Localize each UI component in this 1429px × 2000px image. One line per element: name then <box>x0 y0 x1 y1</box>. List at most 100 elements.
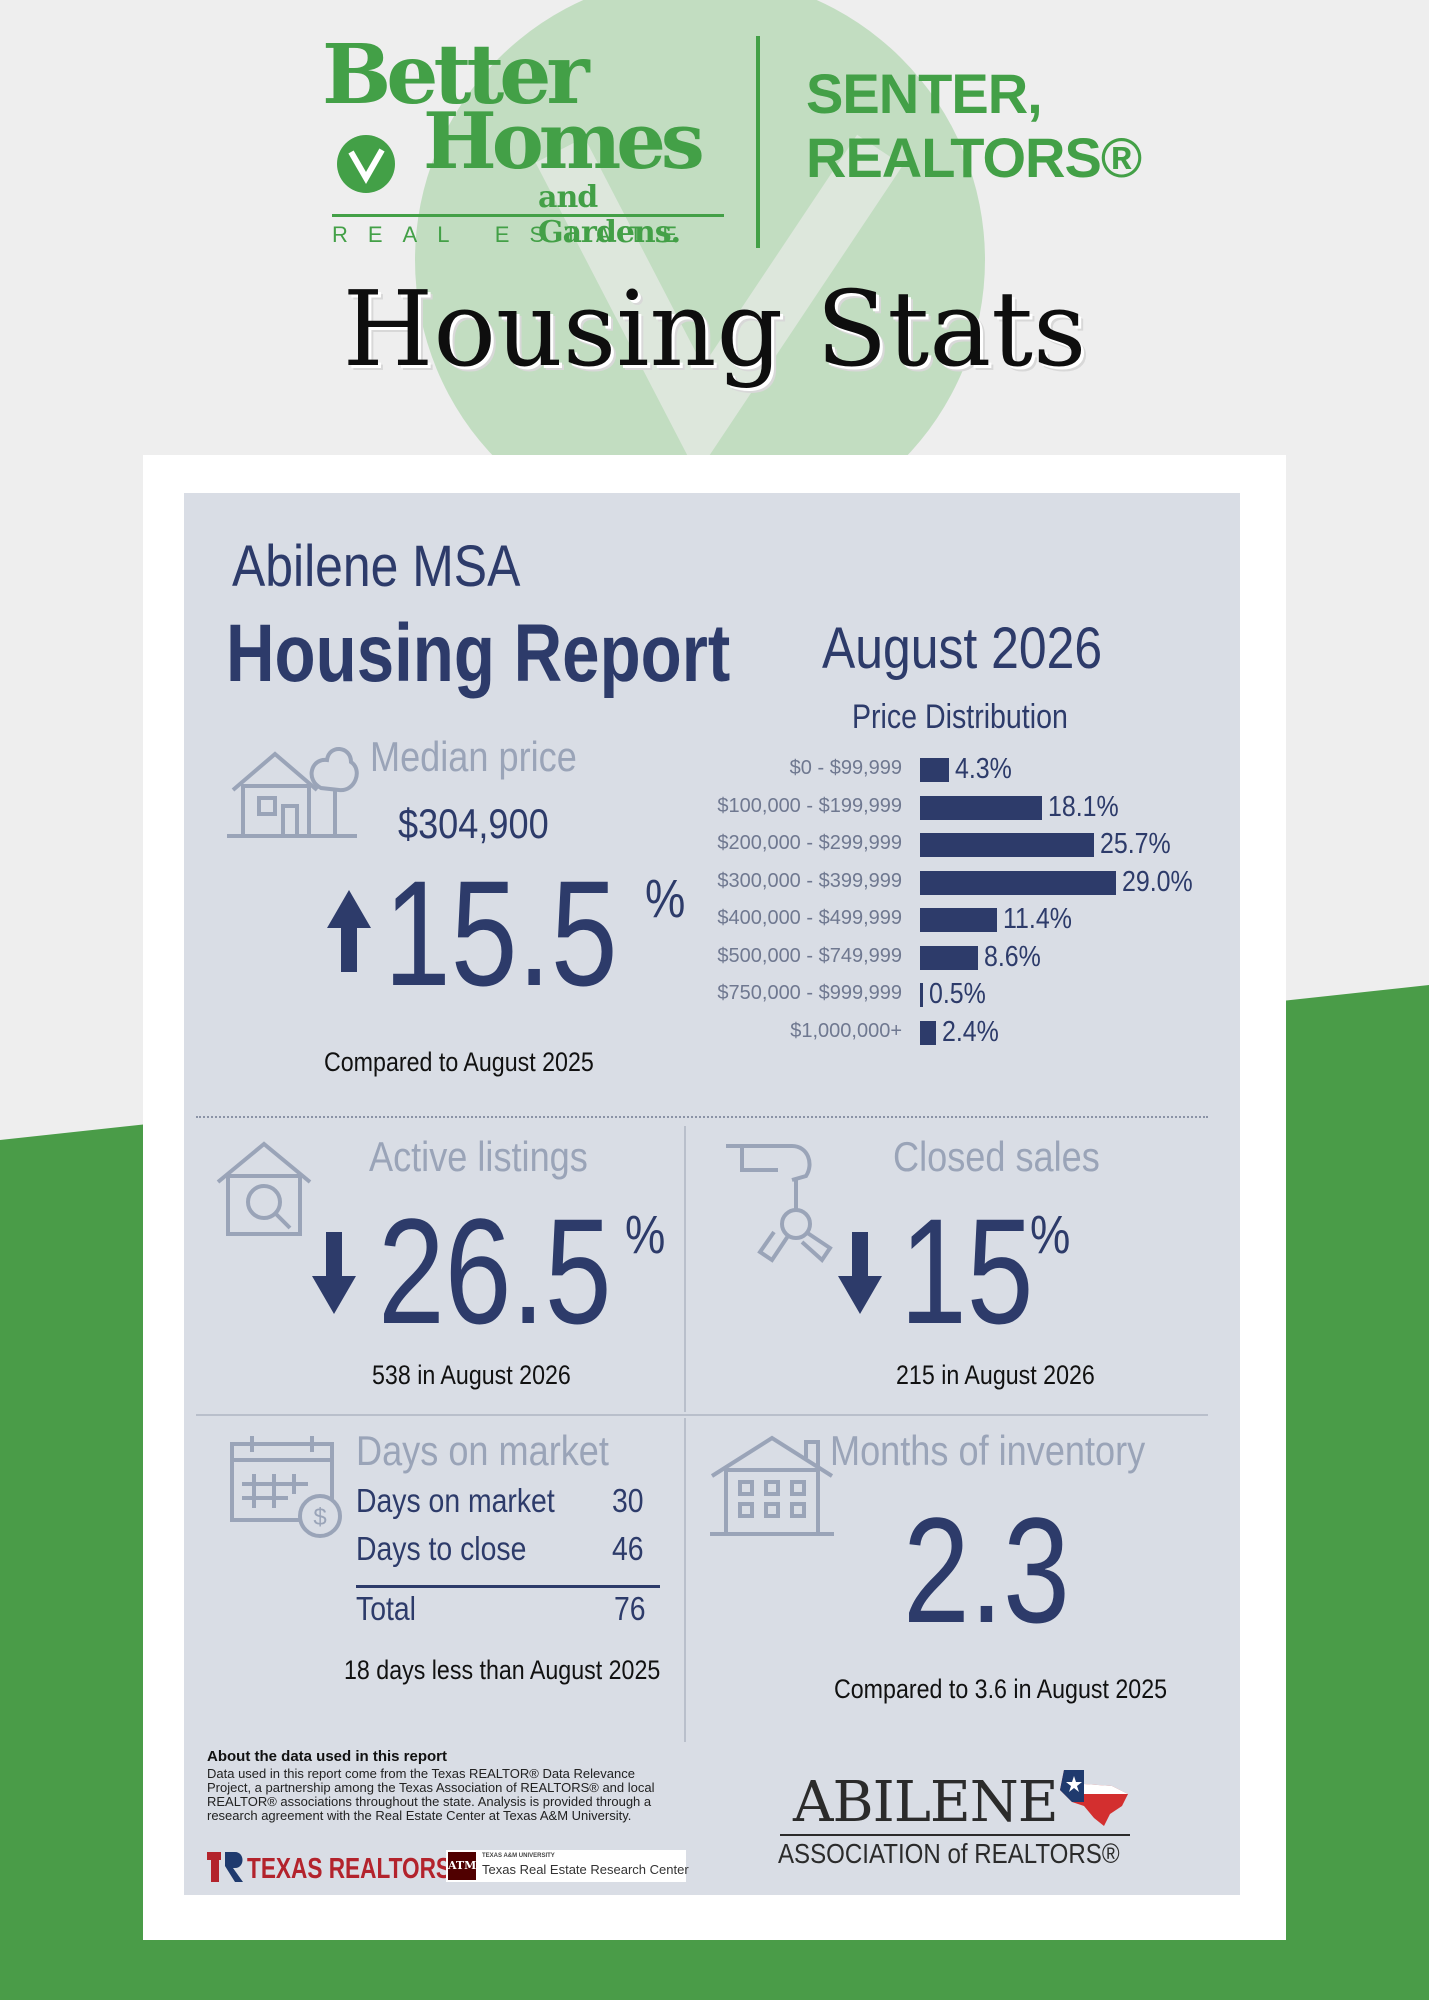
active-listings-title: Active listings <box>369 1133 588 1180</box>
dom-row-value: 30 <box>612 1482 644 1519</box>
logo-better: Better <box>322 27 590 123</box>
distribution-bar <box>920 1020 937 1045</box>
active-listings-change: 26.5 <box>378 1187 612 1355</box>
distribution-value: 18.1% <box>1048 790 1120 823</box>
median-price-change: 15.5 <box>384 849 618 1017</box>
distribution-row: $0 - $99,999 4.3% <box>640 753 1240 785</box>
distribution-value: 8.6% <box>984 940 1041 973</box>
about-text: Data used in this report come from the T… <box>207 1766 655 1823</box>
months-inventory-title: Months of inventory <box>830 1427 1146 1474</box>
distribution-bar <box>920 983 924 1007</box>
median-price-pct: % <box>645 869 686 929</box>
arrow-down-icon <box>312 1232 356 1314</box>
office-line2: REALTORS® <box>806 126 1142 189</box>
section-divider-2 <box>196 1414 1208 1416</box>
calendar-dollar-icon: $ <box>230 1436 342 1538</box>
texas-flag-icon <box>1060 1770 1128 1826</box>
price-distribution-chart: $0 - $99,999 4.3% $100,000 - $199,999 18.1%… <box>640 753 1240 1055</box>
logo-homes: Homes <box>423 96 705 187</box>
tamu-mark-icon: ATM <box>448 1852 476 1880</box>
logo-divider <box>756 36 760 248</box>
distribution-label: $1,000,000+ <box>790 1019 902 1042</box>
distribution-bar <box>920 795 1043 820</box>
report-month: August 2026 <box>822 616 1103 681</box>
distribution-row: $400,000 - $499,999 11.4% <box>640 903 1240 935</box>
tamu-university: TEXAS A&M UNIVERSITY <box>482 1853 555 1859</box>
distribution-bar <box>920 945 979 970</box>
watermark-circle <box>415 0 985 545</box>
distribution-row: $750,000 - $999,999 0.5% <box>640 978 1240 1010</box>
section-divider-1 <box>196 1116 1208 1118</box>
report-title: Housing Report <box>226 608 731 699</box>
median-price-value: $304,900 <box>398 800 549 847</box>
distribution-bar <box>920 908 998 932</box>
distribution-row: $1,000,000+ 2.4% <box>640 1015 1240 1048</box>
distribution-label: $300,000 - $399,999 <box>717 869 902 892</box>
distribution-label: $400,000 - $499,999 <box>717 907 902 929</box>
median-price-title: Median price <box>370 733 577 780</box>
distribution-row: $500,000 - $749,999 8.6% <box>640 940 1240 973</box>
days-on-market-caption: 18 days less than August 2025 <box>344 1655 661 1685</box>
total-label: Total <box>356 1590 416 1627</box>
office-line1: SENTER, <box>806 62 1043 125</box>
key-hand-icon <box>726 1144 833 1264</box>
months-inventory-caption: Compared to 3.6 in August 2025 <box>834 1674 1168 1704</box>
distribution-label: $100,000 - $199,999 <box>717 794 902 817</box>
distribution-bar <box>920 758 950 782</box>
page-title: Housing Stats <box>342 268 1087 390</box>
closed-sales-pct: % <box>1030 1205 1071 1265</box>
distribution-value: 4.3% <box>955 753 1012 785</box>
distribution-value: 11.4% <box>1003 903 1072 935</box>
active-listings-pct: % <box>625 1205 666 1265</box>
aar-subname: ASSOCIATION of REALTORS® <box>778 1838 1120 1869</box>
distribution-label: $200,000 - $299,999 <box>717 832 902 854</box>
distribution-bar <box>920 870 1116 895</box>
column-divider-2 <box>684 1418 686 1742</box>
building-icon <box>710 1435 834 1536</box>
active-listings-caption: 538 in August 2026 <box>372 1360 571 1390</box>
arrow-down-icon <box>838 1232 882 1314</box>
dtc-row-value: 46 <box>612 1530 644 1567</box>
distribution-value: 0.5% <box>929 978 987 1010</box>
report-card <box>184 493 1240 1895</box>
closed-sales-title: Closed sales <box>893 1133 1100 1180</box>
tamu-center-name: Texas Real Estate Research Center <box>482 1862 689 1877</box>
dom-row-label: Days on market <box>356 1482 555 1519</box>
leaf-icon <box>337 135 395 193</box>
bhgre-logo: Better Homes and Gardens. REAL ESTATE <box>318 30 728 250</box>
distribution-bar <box>920 833 1094 857</box>
median-price-caption: Compared to August 2025 <box>324 1047 594 1077</box>
logo-and-gardens: and Gardens. <box>538 180 681 250</box>
price-distribution-title: Price Distribution <box>852 698 1068 736</box>
total-rule <box>356 1585 660 1588</box>
distribution-label: $500,000 - $749,999 <box>717 944 902 967</box>
tamu-logo: ATM TEXAS A&M UNIVERSITY Texas Real Esta… <box>446 1850 689 1882</box>
arrow-up-icon <box>327 890 371 972</box>
aar-name: ABILENE <box>793 1770 1059 1835</box>
days-on-market-title: Days on market <box>356 1427 609 1474</box>
closed-sales-caption: 215 in August 2026 <box>896 1360 1095 1390</box>
distribution-row: $100,000 - $199,999 18.1% <box>640 790 1240 823</box>
column-divider-1 <box>684 1126 686 1412</box>
logo-rule <box>332 214 724 217</box>
distribution-label: $0 - $99,999 <box>789 757 902 779</box>
distribution-row: $300,000 - $399,999 29.0% <box>640 865 1240 898</box>
texas-realtors-icon <box>207 1852 243 1882</box>
distribution-value: 2.4% <box>942 1015 1000 1048</box>
office-name: SENTER, REALTORS® <box>806 62 1142 190</box>
closed-sales-change: 15 <box>900 1187 1034 1355</box>
aar-rule <box>780 1834 1130 1836</box>
texas-realtors-logo: TEXAS REALTORS <box>247 1853 452 1885</box>
distribution-row: $200,000 - $299,999 25.7% <box>640 828 1240 860</box>
dtc-row-label: Days to close <box>356 1530 527 1567</box>
report-region: Abilene MSA <box>232 534 521 599</box>
svg-text:$: $ <box>313 1504 326 1531</box>
about-title: About the data used in this report <box>207 1748 448 1765</box>
distribution-value: 25.7% <box>1099 828 1171 860</box>
logo-real-estate: REAL ESTATE <box>332 222 698 247</box>
months-inventory-value: 2.3 <box>903 1486 1070 1654</box>
distribution-label: $750,000 - $999,999 <box>717 982 902 1004</box>
house-tree-icon <box>227 747 359 838</box>
total-value: 76 <box>614 1590 646 1627</box>
distribution-value: 29.0% <box>1122 865 1193 898</box>
